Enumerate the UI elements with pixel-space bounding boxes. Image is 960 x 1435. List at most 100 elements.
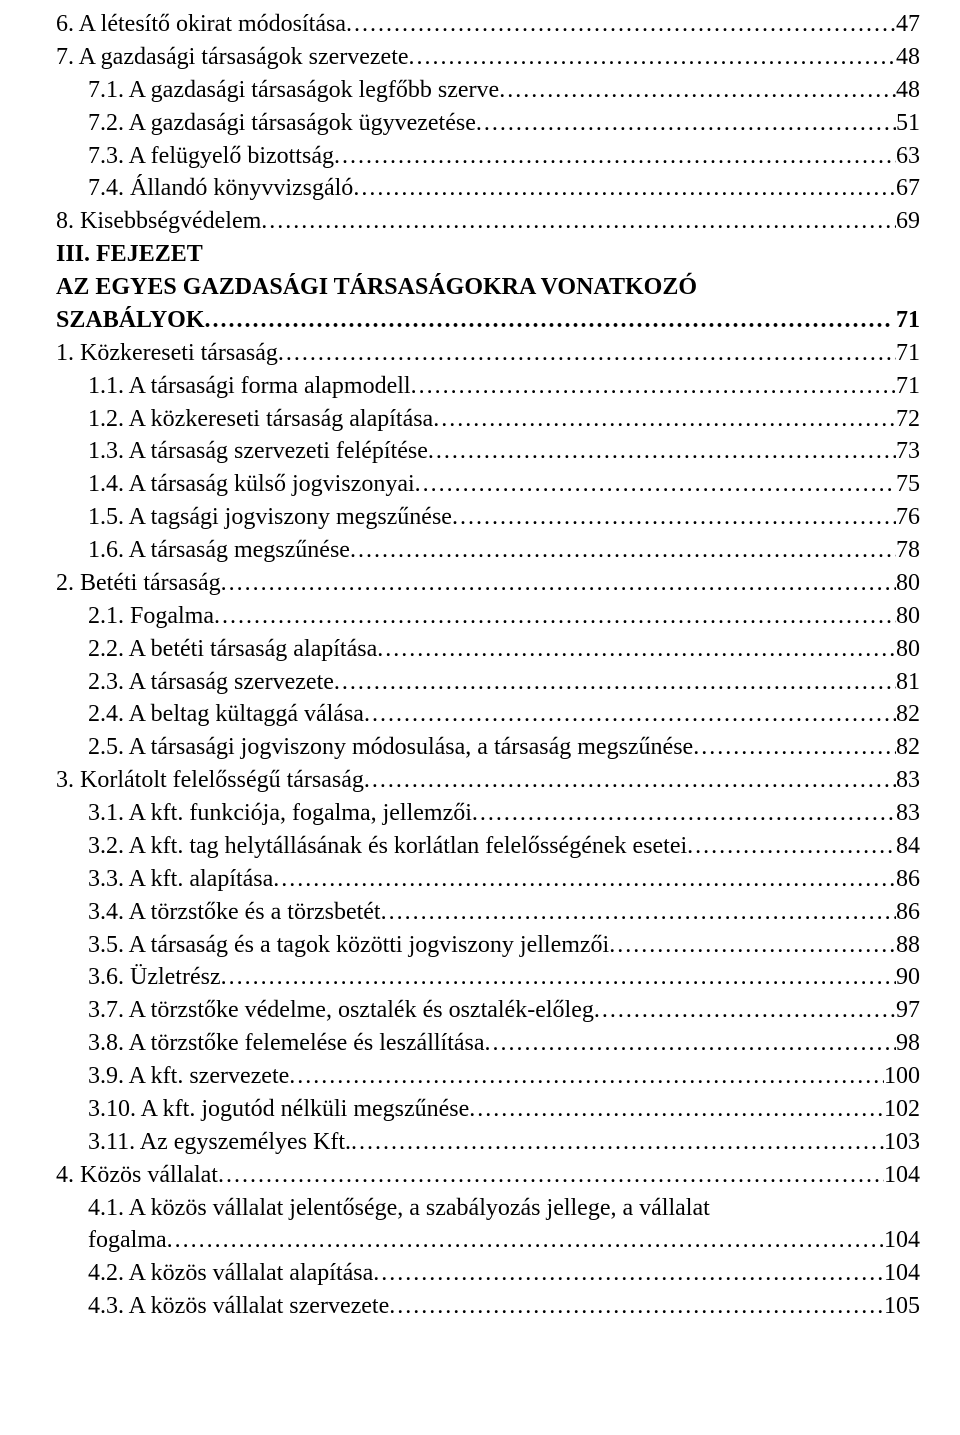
toc-page-number: 80	[896, 633, 920, 666]
toc-label: 7.3. A felügyelő bizottság	[88, 140, 334, 173]
toc-entry: 4. Közös vállalat104	[56, 1159, 920, 1192]
toc-page-number: 84	[896, 830, 920, 863]
toc-leader	[476, 107, 896, 140]
toc-leader	[218, 1159, 884, 1192]
toc-page-number: 71	[890, 304, 920, 337]
toc-page-number: 76	[896, 501, 920, 534]
toc-page-number: 75	[896, 468, 920, 501]
toc-page-number: 102	[884, 1093, 920, 1126]
toc-page-number: 86	[896, 896, 920, 929]
toc-entry: 4.1. A közös vállalat jelentősége, a sza…	[56, 1192, 920, 1225]
toc-label: 3.4. A törzstőke és a törzsbetét	[88, 896, 381, 929]
toc-leader	[687, 830, 896, 863]
toc-leader	[273, 863, 896, 896]
toc-leader	[261, 205, 896, 238]
toc-entry: 3.9. A kft. szervezete100	[56, 1060, 920, 1093]
toc-entry: 7.1. A gazdasági társaságok legfőbb szer…	[56, 74, 920, 107]
toc-page-number: 71	[896, 370, 920, 403]
toc-label: 4.1. A közös vállalat jelentősége, a sza…	[88, 1192, 710, 1225]
toc-leader	[428, 435, 896, 468]
toc-entry: 1.5. A tagsági jogviszony megszűnése76	[56, 501, 920, 534]
toc-page-number: 69	[896, 205, 920, 238]
toc-entry: 7.4. Állandó könyvvizsgáló67	[56, 172, 920, 205]
toc-leader	[278, 337, 896, 370]
toc-label: 8. Kisebbségvédelem	[56, 205, 261, 238]
toc-leader	[415, 468, 896, 501]
toc-page-number: 104	[884, 1224, 920, 1257]
toc-page-number: 47	[896, 8, 920, 41]
toc-leader	[499, 74, 896, 107]
toc-label: 3.1. A kft. funkciója, fogalma, jellemző…	[88, 797, 472, 830]
toc-entry: 4.2. A közös vállalat alapítása104	[56, 1257, 920, 1290]
toc-label: 3.7. A törzstőke védelme, osztalék és os…	[88, 994, 594, 1027]
toc-leader	[289, 1060, 884, 1093]
toc-entry: 3.10. A kft. jogutód nélküli megszűnése1…	[56, 1093, 920, 1126]
toc-leader	[346, 8, 896, 41]
toc-label: 4.2. A közös vállalat alapítása	[88, 1257, 373, 1290]
toc-label: 1.2. A közkereseti társaság alapítása	[88, 403, 433, 436]
toc-entry: 3.6. Üzletrész90	[56, 961, 920, 994]
toc-label: 7.1. A gazdasági társaságok legfőbb szer…	[88, 74, 499, 107]
toc-label: 3.6. Üzletrész	[88, 961, 221, 994]
toc-page-number: 86	[896, 863, 920, 896]
toc-leader	[167, 1224, 884, 1257]
toc-page-number: 63	[896, 140, 920, 173]
toc-entry: 1.3. A társaság szervezeti felépítése73	[56, 435, 920, 468]
toc-entry: 3.4. A törzstőke és a törzsbetét 86	[56, 896, 920, 929]
toc-heading: III. FEJEZET	[56, 238, 920, 271]
toc-label: 1. Közkereseti társaság	[56, 337, 278, 370]
toc-entry: 3.8. A törzstőke felemelése és leszállít…	[56, 1027, 920, 1060]
toc-leader	[472, 797, 896, 830]
toc-label: AZ EGYES GAZDASÁGI TÁRSASÁGOKRA VONATKOZ…	[56, 271, 697, 304]
toc-leader	[214, 600, 896, 633]
toc-label: fogalma	[88, 1224, 167, 1257]
toc-page-number: 97	[896, 994, 920, 1027]
toc-leader	[594, 994, 896, 1027]
toc-entry: 3.2. A kft. tag helytállásának és korlát…	[56, 830, 920, 863]
toc-label: 6. A létesítő okirat módosítása	[56, 8, 346, 41]
toc-leader	[389, 1290, 884, 1323]
toc-page-number: 80	[896, 600, 920, 633]
toc-label: III. FEJEZET	[56, 238, 203, 271]
toc-label: 7.2. A gazdasági társaságok ügyvezetése	[88, 107, 476, 140]
toc-label: 2.2. A betéti társaság alapítása	[88, 633, 377, 666]
toc-label: 3.5. A társaság és a tagok közötti jogvi…	[88, 929, 609, 962]
toc-entry: 3.3. A kft. alapítása 86	[56, 863, 920, 896]
toc-leader	[364, 764, 896, 797]
toc-entry: 3.5. A társaság és a tagok közötti jogvi…	[56, 929, 920, 962]
toc-leader	[353, 172, 896, 205]
toc-page-number: 105	[884, 1290, 920, 1323]
toc-label: 3.3. A kft. alapítása	[88, 863, 273, 896]
toc-page-number: 48	[896, 41, 920, 74]
toc-leader	[381, 896, 896, 929]
toc-label: 3. Korlátolt felelősségű társaság	[56, 764, 364, 797]
toc-leader	[452, 501, 896, 534]
toc-page-number: 83	[896, 797, 920, 830]
toc-entry: fogalma 104	[56, 1224, 920, 1257]
toc-page-number: 51	[896, 107, 920, 140]
toc-leader	[485, 1027, 896, 1060]
toc-label: 4. Közös vállalat	[56, 1159, 218, 1192]
toc-page: 6. A létesítő okirat módosítása 477. A ga…	[0, 0, 960, 1343]
toc-leader	[693, 731, 896, 764]
toc-leader	[351, 1126, 884, 1159]
toc-page-number: 103	[884, 1126, 920, 1159]
toc-leader	[221, 961, 896, 994]
toc-page-number: 80	[896, 567, 920, 600]
toc-page-number: 82	[896, 698, 920, 731]
toc-entry: 7. A gazdasági társaságok szervezete48	[56, 41, 920, 74]
toc-leader	[205, 304, 891, 337]
toc-label: 3.2. A kft. tag helytállásának és korlát…	[88, 830, 687, 863]
toc-entry: 3.7. A törzstőke védelme, osztalék és os…	[56, 994, 920, 1027]
toc-entry: 7.2. A gazdasági társaságok ügyvezetése 5…	[56, 107, 920, 140]
toc-page-number: 83	[896, 764, 920, 797]
toc-leader	[350, 534, 896, 567]
toc-entry: 1.2. A közkereseti társaság alapítása72	[56, 403, 920, 436]
toc-label: 7.4. Állandó könyvvizsgáló	[88, 172, 353, 205]
toc-label: 3.8. A törzstőke felemelése és leszállít…	[88, 1027, 485, 1060]
toc-page-number: 48	[896, 74, 920, 107]
toc-entry: 2. Betéti társaság 80	[56, 567, 920, 600]
toc-label: 2. Betéti társaság	[56, 567, 221, 600]
toc-label: 3.11. Az egyszemélyes Kft.	[88, 1126, 351, 1159]
toc-entry: 2.2. A betéti társaság alapítása 80	[56, 633, 920, 666]
